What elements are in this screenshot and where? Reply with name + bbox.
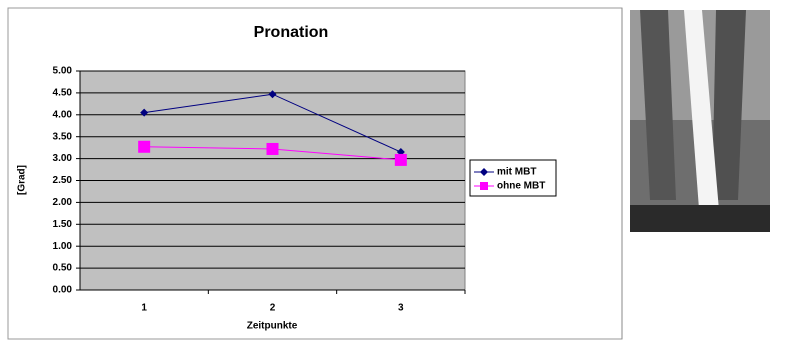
y-tick-label: 5.00 — [53, 66, 73, 77]
y-tick-label: 0.50 — [53, 263, 73, 274]
x-axis-label: Zeitpunkte — [247, 321, 298, 332]
marker — [395, 154, 407, 166]
photo-floor — [630, 205, 770, 232]
y-tick-label: 1.00 — [53, 241, 73, 252]
chart-title: Pronation — [254, 24, 329, 41]
legend-label: mit MBT — [497, 167, 536, 178]
y-tick-label: 4.00 — [53, 109, 73, 120]
screenshot: Pronation Zeitpunkte [Grad] 0.00 0.50 1.00… — [0, 0, 786, 340]
y-axis-label: [Grad] — [17, 165, 28, 195]
x-tick-label: 2 — [270, 303, 276, 314]
y-tick-label: 2.00 — [53, 197, 73, 208]
marker — [138, 141, 150, 153]
marker — [267, 143, 279, 155]
marker — [480, 182, 488, 190]
x-tick-label: 3 — [398, 303, 404, 314]
y-tick-label: 1.50 — [53, 219, 73, 230]
y-tick-label: 2.50 — [53, 175, 73, 186]
y-tick-label: 3.50 — [53, 131, 73, 142]
y-tick-label: 4.50 — [53, 88, 73, 99]
legend-label: ohne MBT — [497, 181, 545, 192]
y-tick-label: 0.00 — [53, 285, 73, 296]
x-tick-label: 1 — [141, 303, 147, 314]
photo — [630, 10, 770, 232]
y-tick-label: 3.00 — [53, 153, 73, 164]
